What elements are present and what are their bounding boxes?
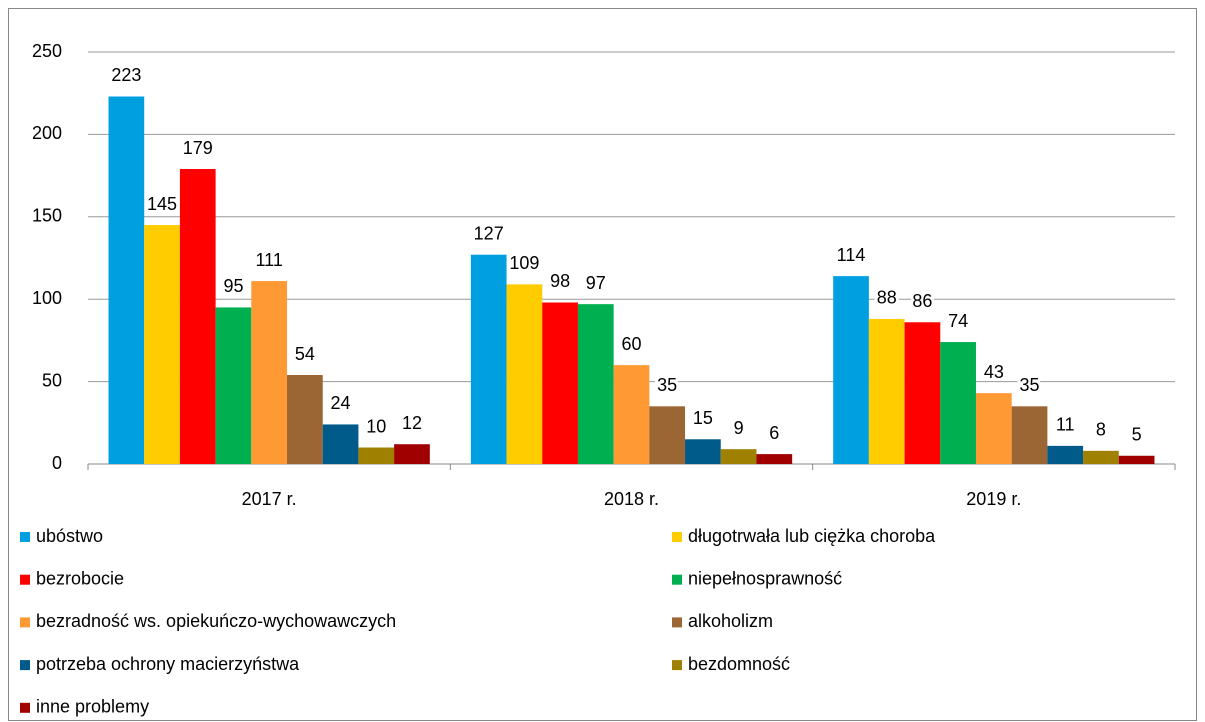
bar bbox=[1011, 406, 1048, 464]
bar bbox=[144, 225, 180, 464]
y-tick-label: 0 bbox=[52, 453, 62, 473]
value-label: 179 bbox=[183, 138, 213, 158]
legend-label: niepełnosprawność bbox=[688, 568, 842, 588]
legend-swatch bbox=[672, 532, 682, 542]
value-label: 74 bbox=[948, 311, 968, 331]
bar bbox=[542, 302, 578, 464]
bar bbox=[470, 254, 507, 464]
bar bbox=[322, 424, 359, 464]
legend-label: potrzeba ochrony macierzyństwa bbox=[36, 654, 300, 674]
legend-label: inne problemy bbox=[36, 697, 149, 717]
legend-swatch bbox=[672, 617, 682, 628]
value-label: 43 bbox=[984, 362, 1004, 382]
legend-swatch bbox=[20, 702, 30, 713]
y-tick-label: 100 bbox=[32, 288, 62, 308]
value-label: 145 bbox=[147, 194, 177, 214]
bar bbox=[649, 406, 686, 464]
value-label: 35 bbox=[657, 375, 677, 395]
value-label: 86 bbox=[912, 291, 932, 311]
value-label: 60 bbox=[621, 334, 641, 354]
bar bbox=[577, 304, 614, 464]
bar bbox=[506, 284, 543, 464]
legend-swatch bbox=[672, 660, 682, 671]
legend-label: bezdomność bbox=[688, 654, 790, 674]
bar bbox=[215, 307, 252, 464]
legend-label: długotrwała lub ciężka choroba bbox=[688, 526, 936, 546]
y-tick-label: 150 bbox=[32, 206, 62, 226]
bar bbox=[613, 365, 650, 464]
value-label: 15 bbox=[693, 408, 713, 428]
bar bbox=[904, 322, 941, 464]
value-label: 10 bbox=[366, 416, 386, 436]
value-label: 95 bbox=[223, 276, 243, 296]
y-tick-label: 250 bbox=[32, 41, 62, 61]
value-label: 114 bbox=[837, 245, 866, 265]
bar bbox=[1083, 450, 1119, 464]
bar bbox=[685, 439, 721, 464]
bar bbox=[868, 318, 905, 464]
legend-label: ubóstwo bbox=[36, 526, 103, 546]
legend-label: bezrobocie bbox=[36, 568, 124, 588]
value-label: 109 bbox=[509, 253, 539, 273]
x-tick-label: 2019 r. bbox=[966, 489, 1021, 509]
legend-swatch bbox=[20, 660, 30, 671]
value-label: 6 bbox=[769, 423, 779, 443]
value-label: 98 bbox=[550, 271, 570, 291]
bar bbox=[940, 342, 976, 464]
value-label: 88 bbox=[877, 288, 897, 308]
value-label: 35 bbox=[1020, 375, 1040, 395]
value-label: 111 bbox=[255, 250, 282, 270]
value-label: 5 bbox=[1132, 425, 1142, 445]
y-tick-label: 50 bbox=[42, 370, 62, 390]
legend-swatch bbox=[20, 574, 30, 585]
legend-label: bezradność ws. opiekuńczo-wychowawczych bbox=[36, 611, 396, 631]
legend-swatch bbox=[20, 532, 30, 542]
bar bbox=[287, 375, 323, 464]
value-label: 9 bbox=[734, 418, 744, 438]
bar bbox=[720, 449, 757, 464]
bar bbox=[358, 447, 395, 464]
value-label: 97 bbox=[586, 273, 606, 293]
value-label: 11 bbox=[1056, 415, 1075, 435]
bar bbox=[251, 281, 288, 464]
x-tick-label: 2017 r. bbox=[242, 489, 297, 509]
legend-swatch bbox=[672, 574, 682, 585]
bar bbox=[394, 444, 430, 464]
value-label: 8 bbox=[1096, 420, 1106, 440]
value-label: 223 bbox=[111, 65, 141, 85]
value-label: 127 bbox=[474, 223, 504, 243]
legend-swatch bbox=[20, 617, 30, 628]
bar bbox=[975, 393, 1012, 464]
bar bbox=[1118, 455, 1155, 464]
y-tick-label: 200 bbox=[32, 123, 62, 143]
value-label: 54 bbox=[295, 344, 315, 364]
value-label: 24 bbox=[331, 393, 351, 413]
bar bbox=[179, 169, 216, 464]
legend-label: alkoholizm bbox=[688, 611, 773, 631]
value-label: 12 bbox=[402, 413, 422, 433]
bar bbox=[833, 276, 869, 464]
x-tick-label: 2018 r. bbox=[604, 489, 659, 509]
bar bbox=[1047, 445, 1084, 464]
bar bbox=[756, 454, 793, 464]
bar bbox=[108, 96, 145, 464]
